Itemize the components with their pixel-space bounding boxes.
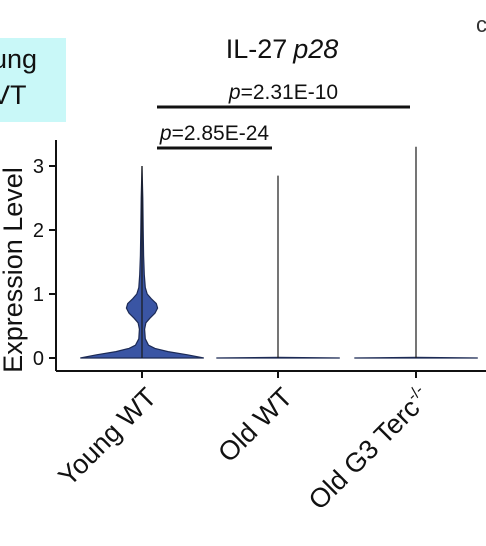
y-tick-label: 3 bbox=[33, 156, 44, 178]
x-tick-label: Young WT bbox=[53, 382, 163, 492]
chart-title-italic: p28 bbox=[292, 34, 338, 64]
chart-title: IL-27 p28 bbox=[226, 34, 339, 64]
legend-line-1: ung bbox=[0, 44, 38, 74]
x-tick-label: Old G3 Terc-/- bbox=[303, 382, 436, 515]
y-axis-label: Expression Level bbox=[0, 167, 28, 373]
group-legend-box bbox=[0, 38, 66, 122]
p-value-label: p=2.31E-10 bbox=[228, 81, 338, 104]
y-tick-label: 2 bbox=[33, 220, 44, 242]
y-tick-label: 1 bbox=[33, 284, 44, 306]
x-tick-label: Old WT bbox=[212, 382, 298, 468]
legend-line-2: VT bbox=[0, 80, 27, 110]
y-tick-label: 0 bbox=[33, 348, 44, 370]
panel-label-cut: c bbox=[476, 12, 486, 37]
p-value-label: p=2.85E-24 bbox=[159, 122, 270, 145]
chart-title-text: IL-27 bbox=[226, 34, 288, 64]
